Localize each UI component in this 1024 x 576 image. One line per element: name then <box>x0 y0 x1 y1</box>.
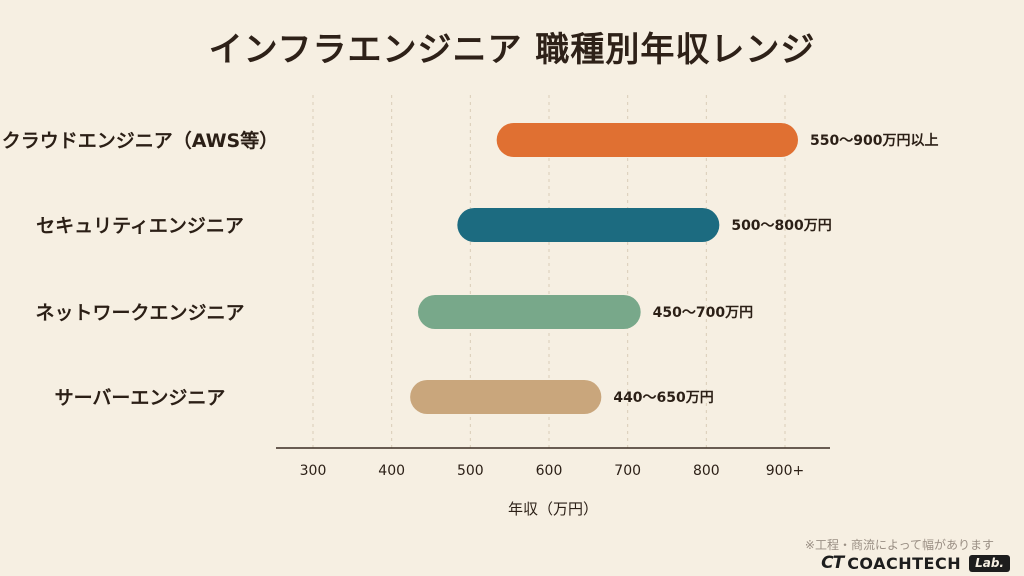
brand-mark: CT <box>821 553 844 573</box>
range-value-label: 550～900万円以上 <box>810 133 938 149</box>
brand-logo: CT COACHTECH Lab. <box>821 553 1010 573</box>
range-bar <box>418 295 641 329</box>
category-label: クラウドエンジニア（AWS等） <box>2 129 279 152</box>
brand-name: COACHTECH <box>847 553 962 573</box>
x-tick-label: 400 <box>378 463 405 479</box>
range-value-label: 500～800万円 <box>731 218 831 234</box>
range-value-label: 440～650万円 <box>613 390 713 406</box>
category-label: ネットワークエンジニア <box>35 302 244 324</box>
x-axis-label: 年収（万円） <box>508 500 598 518</box>
x-tick-label: 500 <box>457 463 484 479</box>
category-label: セキュリティエンジニア <box>36 215 244 237</box>
range-bar <box>410 380 602 414</box>
x-tick-label: 600 <box>536 463 563 479</box>
range-bar <box>457 208 720 242</box>
x-tick-label: 300 <box>300 463 327 479</box>
category-label: サーバーエンジニア <box>55 387 226 409</box>
brand-lab-badge: Lab. <box>969 554 1010 572</box>
x-tick-label: 700 <box>614 463 641 479</box>
x-tick-label: 800 <box>693 463 720 479</box>
range-value-label: 450～700万円 <box>653 305 753 321</box>
footnote: ※工程・商流によって幅があります <box>804 538 994 552</box>
range-bar <box>496 123 798 157</box>
chart-title: インフラエンジニア 職種別年収レンジ <box>208 30 816 70</box>
x-tick-label: 900+ <box>766 463 804 479</box>
